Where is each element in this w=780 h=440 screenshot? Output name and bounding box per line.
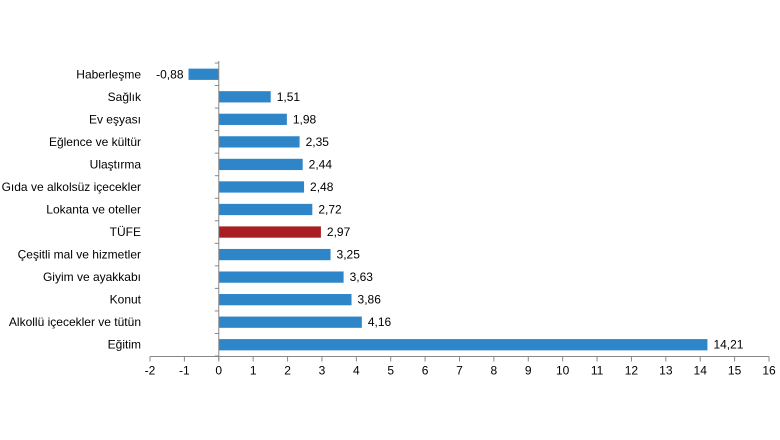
x-tick-label: 1 <box>250 364 257 378</box>
category-label: Sağlık <box>108 90 142 104</box>
bar <box>218 248 331 261</box>
bar <box>218 158 303 171</box>
x-tick-label: 15 <box>728 364 742 378</box>
x-tick-label: 10 <box>556 364 570 378</box>
category-label: Eğlence ve kültür <box>49 135 141 149</box>
data-label: 1,98 <box>293 112 317 126</box>
bar <box>218 339 708 351</box>
category-label: TÜFE <box>110 225 141 239</box>
bar <box>218 113 287 125</box>
data-label: 2,35 <box>306 135 330 149</box>
x-tick-label: 3 <box>319 364 326 378</box>
data-label: 2,44 <box>309 157 333 171</box>
x-tick-label: 12 <box>625 364 639 378</box>
data-label: 3,86 <box>358 293 382 307</box>
x-tick-label: 7 <box>456 364 463 378</box>
x-tick-label: 14 <box>694 364 708 378</box>
bar <box>218 271 344 283</box>
x-tick-label: 2 <box>284 364 291 378</box>
x-tick-label: -2 <box>145 364 156 378</box>
bar <box>218 136 300 148</box>
data-label: 2,48 <box>310 180 334 194</box>
x-tick-label: 4 <box>353 364 360 378</box>
data-label: 14,21 <box>713 338 743 352</box>
data-label: 3,25 <box>337 248 361 262</box>
category-label: Alkollü içecekler ve tütün <box>9 315 141 329</box>
x-tick-label: 6 <box>422 364 429 378</box>
x-tick-label: 5 <box>387 364 394 378</box>
bar <box>218 226 321 238</box>
data-label: 1,51 <box>277 90 301 104</box>
category-label: Ev eşyası <box>89 112 141 126</box>
bar <box>218 316 362 328</box>
bar <box>218 181 305 193</box>
axis-layer <box>149 61 770 362</box>
x-tick-label: 11 <box>591 364 604 378</box>
bar <box>218 91 271 103</box>
category-label: Haberleşme <box>76 67 141 81</box>
category-label: Eğitim <box>108 338 141 352</box>
bar <box>218 203 313 216</box>
data-label: 2,72 <box>318 203 342 217</box>
labels-layer: Haberleşme -0,88 Sağlık 1,51 Ev eşyası 1,98 Eğ… <box>2 67 776 377</box>
x-tick-label: 9 <box>525 364 532 378</box>
x-tick-label: -1 <box>179 364 190 378</box>
bars-layer <box>188 68 708 351</box>
x-tick-label: 13 <box>659 364 673 378</box>
x-tick-label: 8 <box>491 364 498 378</box>
data-label: -0,88 <box>156 67 184 81</box>
category-label: Giyim ve ayakkabı <box>43 270 141 284</box>
category-label: Konut <box>110 293 142 307</box>
data-label: 4,16 <box>368 315 392 329</box>
category-label: Çeşitli mal ve hizmetler <box>18 248 141 262</box>
category-label: Gıda ve alkolsüz içecekler <box>2 180 141 194</box>
bar <box>218 294 352 306</box>
bar <box>188 68 219 80</box>
data-label: 2,97 <box>327 225 351 239</box>
x-tick-label: 16 <box>762 364 776 378</box>
category-label: Ulaştırma <box>90 157 142 171</box>
x-tick-label: 0 <box>215 364 222 378</box>
data-label: 3,63 <box>350 270 374 284</box>
category-label: Lokanta ve oteller <box>46 203 141 217</box>
